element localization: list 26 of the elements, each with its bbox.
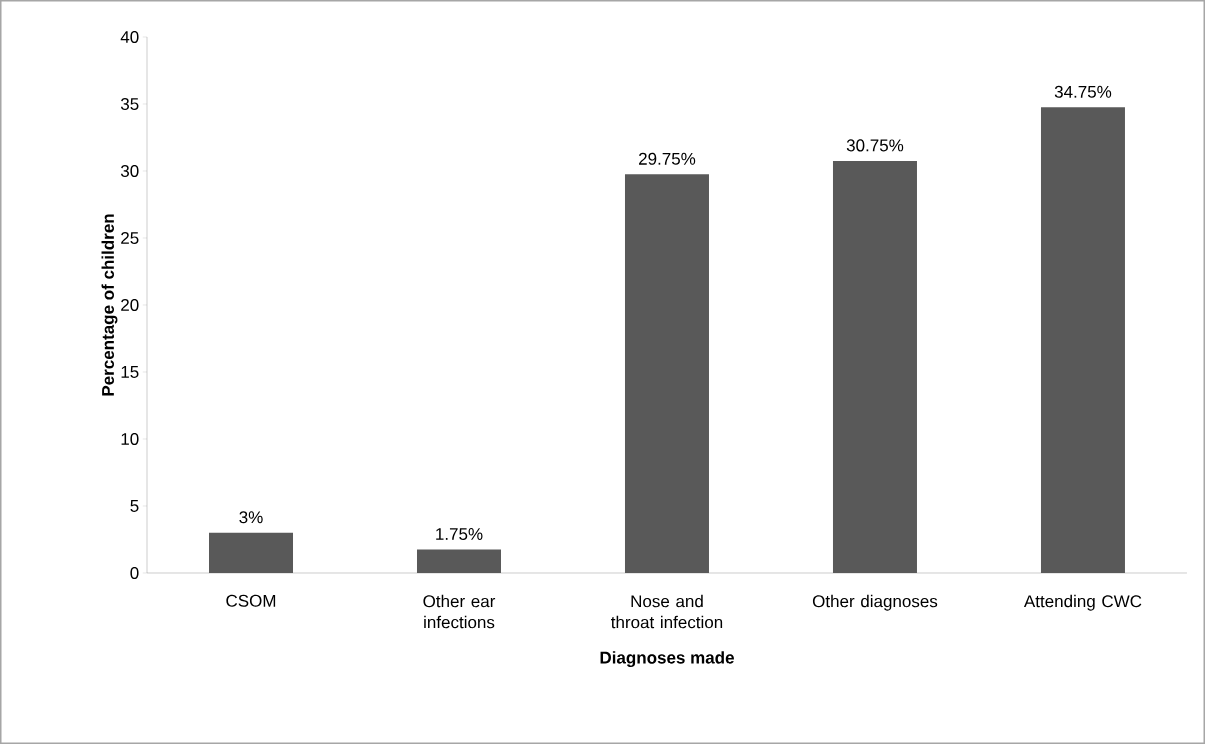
bar xyxy=(832,160,917,573)
data-label: 3% xyxy=(239,511,263,524)
y-tick-label: 30 xyxy=(120,164,139,178)
y-tick-label: 5 xyxy=(130,500,139,512)
x-tick-label: Other diagnoses xyxy=(812,594,938,611)
data-label: 1.75% xyxy=(436,528,483,541)
x-tick-label: Other ear infections xyxy=(423,594,496,629)
bar xyxy=(624,174,709,573)
y-axis-title: Percentage of children xyxy=(101,214,118,396)
y-tick-label: 15 xyxy=(121,366,139,378)
y-tick-label: 35 xyxy=(120,97,139,111)
x-tick-label: Nose and throat infection xyxy=(611,594,723,629)
data-label: 30.75% xyxy=(846,139,904,152)
x-axis-title: Diagnoses made xyxy=(600,651,734,668)
y-tick-label: 25 xyxy=(121,231,139,245)
y-tick-label: 0 xyxy=(130,566,139,580)
x-tick-label: CSOM xyxy=(226,594,276,607)
data-label: 29.75% xyxy=(639,152,696,165)
x-tick-label: Attending CWC xyxy=(1023,594,1142,611)
bar xyxy=(1040,107,1125,573)
y-tick-label: 40 xyxy=(120,30,139,44)
data-label: 34.75% xyxy=(1054,85,1112,98)
y-tick-label: 10 xyxy=(121,432,139,446)
y-tick-label: 20 xyxy=(121,298,139,312)
bar xyxy=(417,549,501,573)
bar xyxy=(209,532,294,573)
